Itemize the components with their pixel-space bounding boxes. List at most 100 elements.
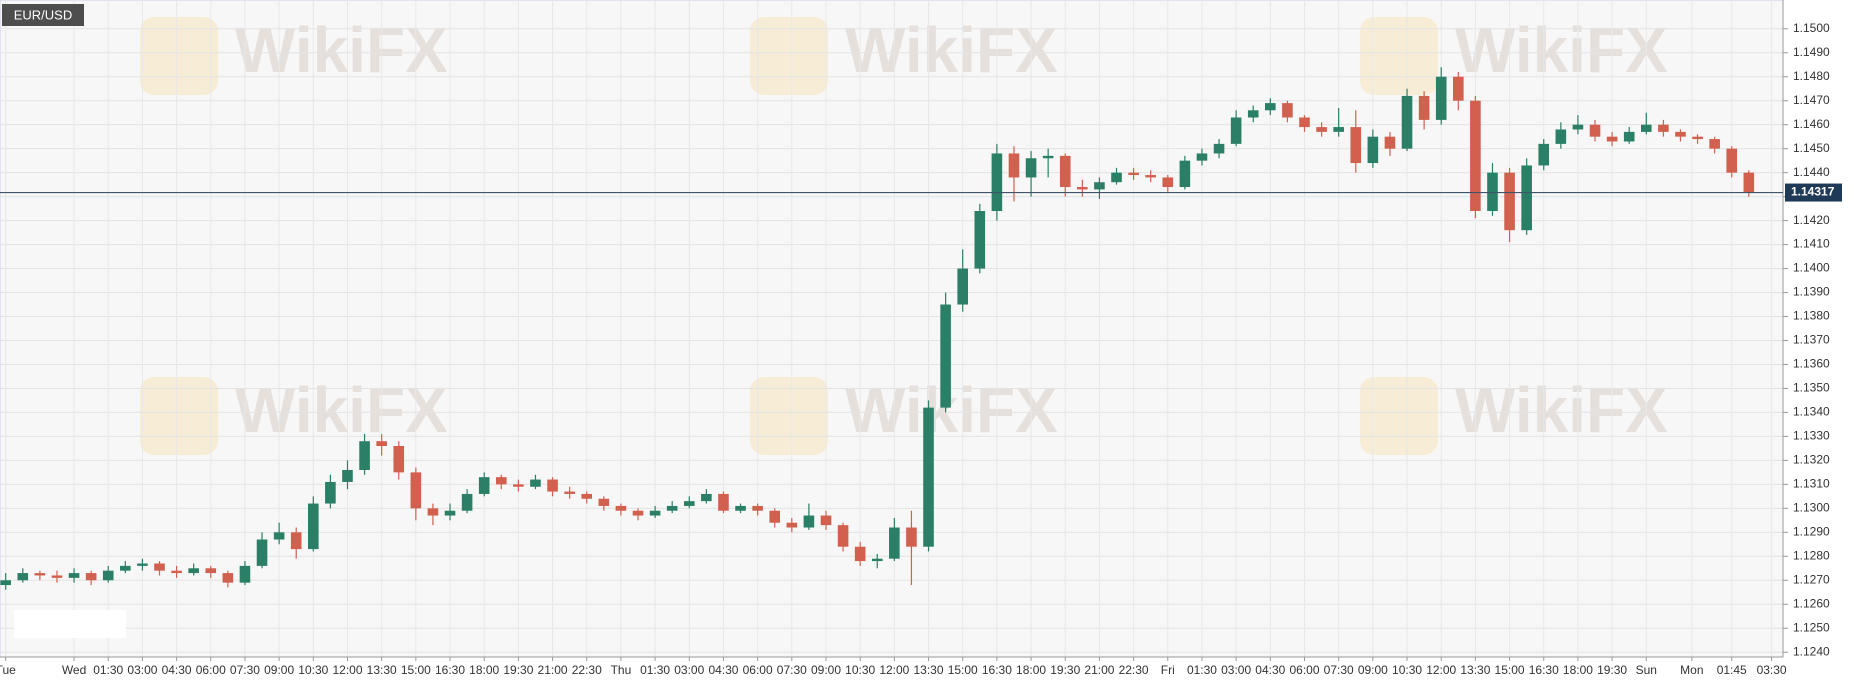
x-tick-label: Sun bbox=[1636, 663, 1657, 677]
candle-body bbox=[683, 501, 695, 506]
candle-body bbox=[1333, 127, 1344, 132]
candle-body bbox=[1213, 143, 1225, 154]
y-tick-label: 1.1300 bbox=[1793, 501, 1830, 515]
candle-body bbox=[1418, 95, 1430, 120]
x-tick-label: 06:00 bbox=[1289, 663, 1319, 677]
watermark-logo bbox=[140, 377, 218, 455]
x-tick-label: 07:30 bbox=[777, 663, 807, 677]
x-tick-label: 09:00 bbox=[811, 663, 841, 677]
y-tick-label: 1.1240 bbox=[1793, 644, 1830, 658]
x-tick-label: 15:00 bbox=[401, 663, 431, 677]
candle-body bbox=[1367, 136, 1379, 164]
y-tick-label: 1.1340 bbox=[1793, 405, 1830, 419]
candle-body bbox=[1299, 117, 1310, 128]
candle-body bbox=[786, 522, 798, 528]
x-tick-label: Tue bbox=[0, 663, 16, 677]
x-tick-label: 09:00 bbox=[264, 663, 294, 677]
x-tick-label: 15:00 bbox=[1495, 663, 1525, 677]
x-tick-label: 06:00 bbox=[743, 663, 773, 677]
candle-body bbox=[342, 469, 353, 482]
watermark: WikiFX bbox=[845, 374, 1058, 446]
y-tick-label: 1.1380 bbox=[1793, 309, 1830, 323]
x-tick-label: Mon bbox=[1680, 663, 1703, 677]
candle-body bbox=[461, 493, 473, 511]
x-tick-label: 01:45 bbox=[1717, 663, 1747, 677]
candle-body bbox=[34, 573, 46, 576]
x-tick-label: 01:30 bbox=[640, 663, 670, 677]
candle-body bbox=[666, 505, 678, 511]
candle-body bbox=[51, 575, 63, 578]
x-tick-label: 21:00 bbox=[1084, 663, 1114, 677]
candle-body bbox=[752, 505, 763, 511]
candle-body bbox=[1521, 165, 1532, 231]
candle-body bbox=[222, 573, 234, 583]
x-tick-label: 07:30 bbox=[230, 663, 260, 677]
candle-body bbox=[906, 527, 917, 547]
candle-body bbox=[598, 498, 610, 506]
candle-body bbox=[1350, 127, 1362, 164]
candle-body bbox=[85, 573, 97, 581]
x-tick-label: 15:00 bbox=[948, 663, 978, 677]
candle-body bbox=[1196, 153, 1208, 161]
y-tick-label: 1.1390 bbox=[1793, 285, 1830, 299]
candle-body bbox=[1282, 103, 1293, 118]
candle-body bbox=[1726, 148, 1738, 173]
symbol-box bbox=[2, 4, 84, 26]
candle-body bbox=[735, 505, 746, 511]
watermark: WikiFX bbox=[235, 14, 448, 86]
x-tick-label: 10:30 bbox=[845, 663, 875, 677]
x-tick-label: Wed bbox=[62, 663, 86, 677]
candle-body bbox=[427, 508, 439, 516]
candle-body bbox=[649, 510, 661, 516]
candle-body bbox=[1025, 158, 1037, 178]
y-tick-label: 1.1440 bbox=[1793, 165, 1830, 179]
candle-body bbox=[718, 493, 729, 511]
x-tick-label: 07:30 bbox=[1324, 663, 1354, 677]
y-tick-label: 1.1470 bbox=[1793, 93, 1830, 107]
candle-body bbox=[957, 268, 969, 305]
candle-body bbox=[239, 565, 251, 583]
axes: 1.1240 1.1250 1.1260 1.1270 1.1280 1.1290 1.13… bbox=[0, 21, 1842, 677]
watermark: WikiFX bbox=[235, 374, 448, 446]
candle-body bbox=[1623, 131, 1635, 142]
candle-body bbox=[1401, 95, 1413, 149]
y-tick-label: 1.1460 bbox=[1793, 117, 1830, 131]
candle-body bbox=[871, 558, 883, 562]
x-tick-label: 13:30 bbox=[1460, 663, 1490, 677]
x-tick-label: 04:30 bbox=[162, 663, 192, 677]
candle-body bbox=[547, 479, 558, 492]
y-tick-label: 1.1270 bbox=[1793, 572, 1830, 586]
candle-body bbox=[1042, 155, 1054, 159]
watermark: WikiFX bbox=[845, 14, 1058, 86]
candle-body bbox=[256, 539, 268, 566]
y-tick-label: 1.1290 bbox=[1793, 524, 1830, 538]
x-tick-label: 09:00 bbox=[1358, 663, 1388, 677]
candle-body bbox=[290, 532, 302, 550]
x-tick-label: 18:00 bbox=[1563, 663, 1593, 677]
candle-body bbox=[1743, 172, 1755, 193]
x-tick-label: 12:00 bbox=[1426, 663, 1456, 677]
candle-body bbox=[495, 477, 507, 485]
symbol: EUR/USD bbox=[14, 7, 73, 22]
x-tick-label: 10:30 bbox=[1392, 663, 1422, 677]
x-tick-label: 21:00 bbox=[538, 663, 568, 677]
candle-body bbox=[1008, 153, 1020, 178]
candle-body bbox=[1709, 139, 1720, 149]
x-tick-label: 03:00 bbox=[674, 663, 704, 677]
x-tick-label: 06:00 bbox=[196, 663, 226, 677]
candle-body bbox=[530, 479, 541, 487]
candle-body bbox=[393, 445, 405, 473]
candle-body bbox=[889, 527, 900, 559]
candle-body bbox=[1162, 177, 1174, 188]
x-tick-label: 19:30 bbox=[503, 663, 533, 677]
x-tick-label: 13:30 bbox=[367, 663, 397, 677]
x-tick-label: 01:30 bbox=[93, 663, 123, 677]
x-tick-label: 22:30 bbox=[1119, 663, 1149, 677]
candle-body bbox=[1316, 127, 1327, 132]
x-tick-label: 03:00 bbox=[127, 663, 157, 677]
candle-body bbox=[1606, 136, 1618, 142]
candle-body bbox=[1504, 172, 1515, 231]
candle-body bbox=[1230, 117, 1242, 144]
candle-body bbox=[17, 573, 29, 581]
